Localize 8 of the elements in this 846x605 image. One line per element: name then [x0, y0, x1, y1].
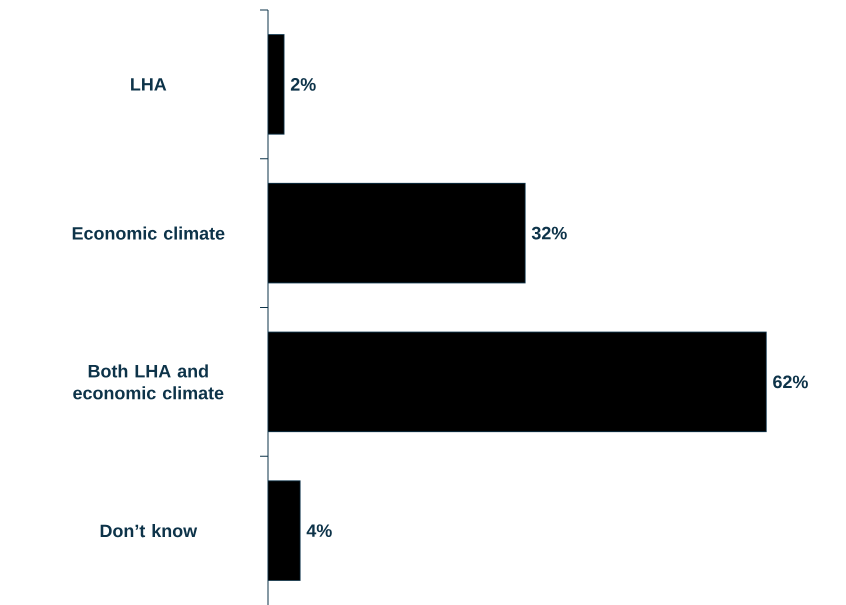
y-tick-label: LHA: [131, 78, 166, 91]
y-tick-label: Both LHA and economic climate: [73, 364, 224, 400]
data-label: 4%: [306, 524, 332, 537]
data-label: 32%: [532, 226, 567, 240]
data-label: 2%: [290, 78, 316, 91]
y-tick-label: Economic climate: [72, 226, 224, 240]
data-label: 62%: [773, 376, 808, 388]
y-tick-label: Don’t know: [100, 524, 198, 538]
